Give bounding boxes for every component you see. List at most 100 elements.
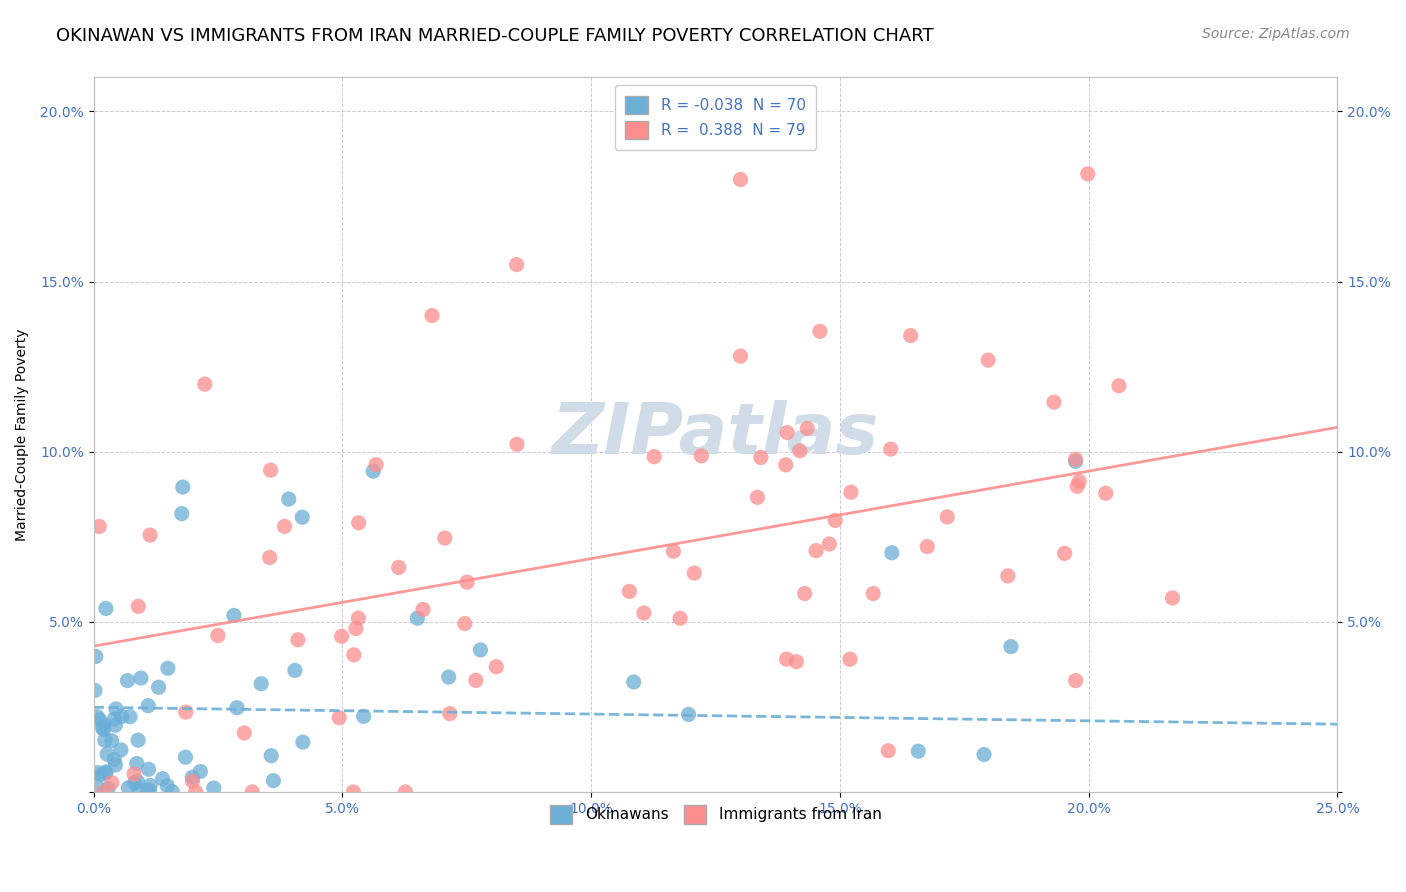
Text: Source: ZipAtlas.com: Source: ZipAtlas.com — [1202, 27, 1350, 41]
Point — [110, 743, 132, 757]
Point — [808, 324, 831, 338]
Point — [122, 767, 145, 781]
Point — [104, 758, 127, 772]
Point — [342, 785, 364, 799]
Point — [105, 702, 128, 716]
Point — [364, 458, 387, 472]
Point — [839, 485, 862, 500]
Point — [188, 764, 211, 779]
Text: OKINAWAN VS IMMIGRANTS FROM IRAN MARRIED-COUPLE FAMILY POVERTY CORRELATION CHART: OKINAWAN VS IMMIGRANTS FROM IRAN MARRIED… — [56, 27, 934, 45]
Point — [111, 709, 134, 723]
Point — [1161, 591, 1184, 605]
Point — [1066, 479, 1088, 493]
Point — [880, 546, 903, 560]
Point — [1064, 673, 1087, 688]
Point — [86, 779, 108, 793]
Point — [818, 537, 841, 551]
Point — [124, 776, 146, 790]
Point — [84, 683, 107, 698]
Point — [250, 677, 273, 691]
Point — [824, 513, 846, 527]
Text: ZIPatlas: ZIPatlas — [553, 401, 879, 469]
Legend: Okinawans, Immigrants from Iran: Okinawans, Immigrants from Iran — [538, 794, 893, 834]
Point — [152, 772, 174, 786]
Point — [485, 659, 508, 673]
Point — [93, 785, 115, 799]
Point — [139, 528, 162, 542]
Point — [394, 785, 416, 799]
Point — [730, 349, 752, 363]
Point — [262, 773, 284, 788]
Point — [907, 744, 929, 758]
Point — [184, 785, 207, 799]
Point — [260, 748, 283, 763]
Point — [291, 735, 314, 749]
Point — [796, 421, 818, 435]
Point — [775, 652, 797, 666]
Point — [1000, 640, 1022, 654]
Point — [330, 629, 353, 643]
Point — [997, 569, 1019, 583]
Point — [862, 586, 884, 600]
Point — [148, 680, 170, 694]
Point — [127, 599, 149, 614]
Point — [162, 785, 184, 799]
Point — [456, 575, 478, 590]
Point — [662, 544, 685, 558]
Point — [94, 733, 117, 747]
Point — [127, 774, 149, 789]
Point — [156, 661, 179, 675]
Point — [973, 747, 995, 762]
Point — [775, 458, 797, 472]
Point — [623, 675, 645, 690]
Point — [1069, 475, 1091, 489]
Point — [433, 531, 456, 545]
Point — [117, 780, 139, 795]
Point — [100, 733, 122, 747]
Point — [222, 608, 245, 623]
Point — [353, 709, 375, 723]
Point — [1108, 378, 1130, 392]
Point — [181, 770, 204, 784]
Point — [291, 510, 314, 524]
Point — [207, 628, 229, 642]
Point — [977, 353, 1000, 368]
Point — [1064, 454, 1087, 468]
Point — [233, 726, 256, 740]
Point — [683, 566, 706, 580]
Point — [690, 449, 713, 463]
Point — [1094, 486, 1116, 500]
Point — [877, 744, 900, 758]
Point — [226, 700, 249, 714]
Point — [789, 443, 811, 458]
Point — [93, 723, 115, 737]
Point — [633, 606, 655, 620]
Point — [94, 766, 117, 780]
Point — [343, 648, 366, 662]
Point — [136, 783, 159, 797]
Point — [420, 309, 443, 323]
Point — [103, 752, 125, 766]
Point — [101, 776, 124, 790]
Point — [94, 764, 117, 779]
Point — [388, 560, 411, 574]
Point — [170, 507, 193, 521]
Point — [1053, 546, 1076, 560]
Point — [127, 733, 149, 747]
Point — [730, 172, 752, 186]
Point — [86, 709, 108, 723]
Point — [129, 671, 152, 685]
Point — [749, 450, 772, 465]
Point — [361, 464, 384, 478]
Point — [125, 756, 148, 771]
Point — [776, 425, 799, 440]
Point — [120, 710, 142, 724]
Point — [747, 491, 769, 505]
Point — [277, 492, 299, 507]
Point — [273, 519, 295, 533]
Point — [880, 442, 903, 456]
Point — [936, 509, 959, 524]
Point — [1064, 452, 1087, 467]
Point — [117, 673, 139, 688]
Point — [259, 463, 281, 477]
